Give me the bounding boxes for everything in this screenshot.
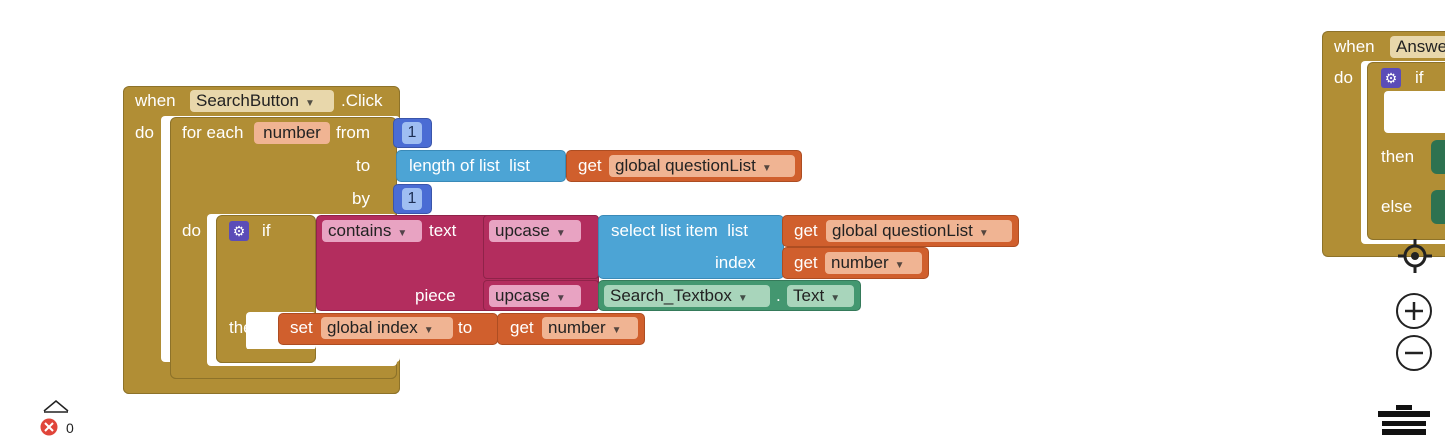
property-dropdown-label: Text [793, 286, 825, 305]
get-label-2: get [794, 221, 818, 240]
dropdown-arrow-icon: ▼ [611, 325, 622, 336]
answer-then-label: then [1381, 147, 1415, 166]
when-searchbutton-click-block[interactable]: when SearchButton ▼ .Click do for each nu… [0, 0, 1100, 400]
select-list-item-block[interactable] [598, 215, 784, 279]
upcase-dropdown-label-1: upcase [495, 221, 550, 240]
get-label-3: get [794, 253, 818, 272]
zoom-in-icon[interactable] [1395, 292, 1433, 330]
upcase-dropdown-1[interactable]: upcase ▼ [489, 220, 581, 242]
questionlist-dropdown-2[interactable]: global questionList ▼ [826, 220, 1012, 242]
loop-variable-label: number [263, 123, 321, 142]
dropdown-arrow-icon: ▼ [830, 293, 841, 304]
upcase-dropdown-2[interactable]: upcase ▼ [489, 285, 581, 307]
loop-variable-field[interactable]: number [254, 122, 330, 144]
get-label: get [578, 156, 602, 175]
dropdown-arrow-icon: ▼ [555, 293, 566, 304]
by-label: by [352, 189, 370, 208]
contains-dropdown-label: contains [328, 221, 392, 240]
dropdown-arrow-icon: ▼ [894, 260, 905, 271]
dropdown-arrow-icon: ▼ [737, 293, 748, 304]
error-icon [40, 418, 58, 436]
dropdown-arrow-icon: ▼ [397, 228, 408, 239]
answer-if-label: if [1415, 68, 1424, 87]
warning-toggle-icon[interactable] [42, 398, 70, 413]
text-label: text [429, 221, 457, 240]
from-label: from [336, 123, 370, 142]
when-label: when [135, 91, 176, 110]
contains-dropdown[interactable]: contains ▼ [322, 220, 422, 242]
index-label: index [715, 253, 756, 272]
property-dropdown[interactable]: Text ▼ [787, 285, 854, 307]
from-number-value[interactable]: 1 [402, 122, 422, 144]
number-dropdown-2[interactable]: number ▼ [542, 317, 638, 339]
zoom-out-icon[interactable] [1395, 334, 1433, 372]
answer-mutator-gear-icon[interactable]: ⚙ [1381, 68, 1401, 88]
dropdown-arrow-icon: ▼ [761, 163, 772, 174]
dropdown-arrow-icon: ▼ [978, 228, 989, 239]
global-index-dropdown[interactable]: global index ▼ [321, 317, 453, 339]
number-dropdown-label-2: number [548, 318, 606, 337]
answer-when-label: when [1334, 37, 1375, 56]
for-each-bottom [170, 366, 397, 379]
dropdown-arrow-icon: ▼ [305, 98, 315, 109]
trash-icon[interactable] [1378, 405, 1430, 435]
answer-else-label: else [1381, 197, 1413, 216]
select-list-item-label: select list item list [611, 221, 748, 240]
questionlist-dropdown-label: global questionList [615, 156, 756, 175]
component-dropdown[interactable]: SearchButton ▼ [190, 90, 334, 112]
number-dropdown-label: number [831, 253, 889, 272]
questionlist-dropdown[interactable]: global questionList ▼ [609, 155, 795, 177]
component-dropdown-label: SearchButton [196, 91, 300, 110]
textbox-component-dropdown[interactable]: Search_Textbox ▼ [604, 285, 770, 307]
questionlist-dropdown-label-2: global questionList [832, 221, 973, 240]
answer-do-label: do [1334, 68, 1353, 87]
mutator-gear-icon[interactable]: ⚙ [229, 221, 249, 241]
do-label: do [135, 123, 154, 142]
to-label: to [356, 156, 371, 175]
event-name-label: .Click [341, 91, 383, 110]
when-answer-block[interactable]: when Answe do ⚙ if then else [1322, 31, 1445, 257]
global-index-dropdown-label: global index [327, 318, 418, 337]
answer-else-slot-block[interactable] [1431, 190, 1445, 224]
set-to-label: to [458, 318, 473, 337]
set-label: set [290, 318, 313, 337]
get-label-4: get [510, 318, 534, 337]
if-label: if [262, 221, 271, 240]
upcase-dropdown-label-2: upcase [495, 286, 550, 305]
error-count: 0 [66, 420, 74, 436]
for-each-label: for each [182, 123, 244, 142]
error-indicator[interactable]: 0 [40, 418, 80, 436]
piece-label: piece [415, 286, 456, 305]
answer-component-label: Answe [1396, 37, 1445, 56]
dropdown-arrow-icon: ▼ [423, 325, 434, 336]
textbox-component-label: Search_Textbox [610, 286, 732, 305]
answer-inner-slot [1384, 91, 1445, 133]
for-do-label: do [182, 221, 201, 240]
answer-then-slot-block[interactable] [1431, 140, 1445, 174]
by-number-value[interactable]: 1 [402, 188, 422, 210]
length-of-list-block[interactable] [396, 150, 566, 182]
length-of-list-label: length of list list [409, 156, 530, 175]
dropdown-arrow-icon: ▼ [555, 228, 566, 239]
answer-component-dropdown[interactable]: Answe [1390, 36, 1445, 58]
if-bottom [216, 349, 316, 363]
recenter-crosshair-icon[interactable] [1398, 239, 1432, 273]
dot-label: . [776, 286, 781, 305]
number-dropdown[interactable]: number ▼ [825, 252, 922, 274]
